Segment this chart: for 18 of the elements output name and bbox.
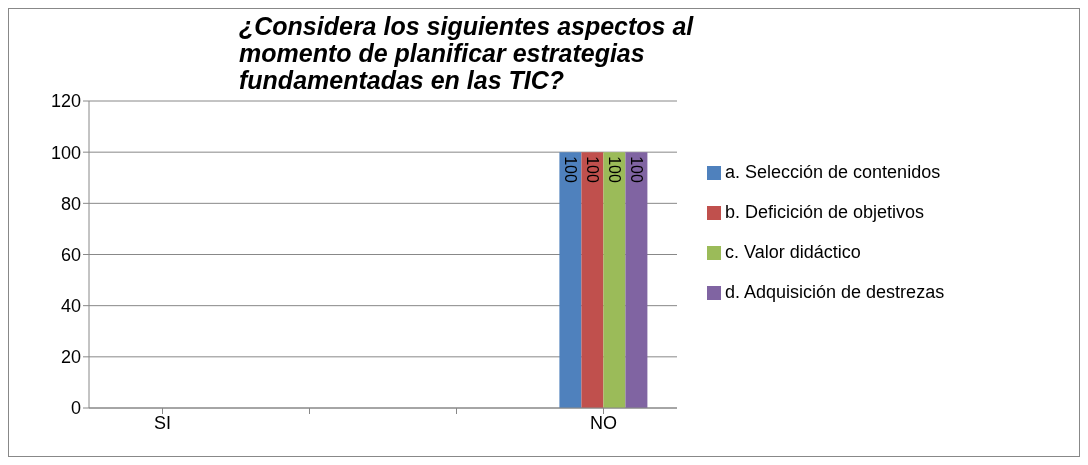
y-tick-label: 40 <box>60 296 81 317</box>
y-tick-label: 80 <box>60 193 81 214</box>
x-tick-label: NO <box>590 412 617 433</box>
legend-label: c. Valor didáctico <box>725 241 861 262</box>
y-tick-label: 60 <box>60 244 81 265</box>
data-label: 100 <box>561 156 579 183</box>
data-label: 100 <box>627 156 645 183</box>
y-tick-label: 0 <box>70 398 81 419</box>
data-label: 100 <box>605 156 623 183</box>
legend-label: d. Adquisición de destrezas <box>725 281 945 302</box>
y-tick-label: 120 <box>50 91 81 112</box>
y-tick-label: 20 <box>60 347 81 368</box>
x-tick-label: SI <box>153 412 172 433</box>
legend-label: b. Deficición de objetivos <box>725 201 925 222</box>
y-tick-label: 100 <box>50 142 81 163</box>
chart-title: ¿Considera los siguientes aspectos al momento de planificar estrategias fundamentadas en las TIC? <box>239 12 695 94</box>
legend-label: a. Selección de contenidos <box>725 161 941 182</box>
data-label: 100 <box>583 156 601 183</box>
